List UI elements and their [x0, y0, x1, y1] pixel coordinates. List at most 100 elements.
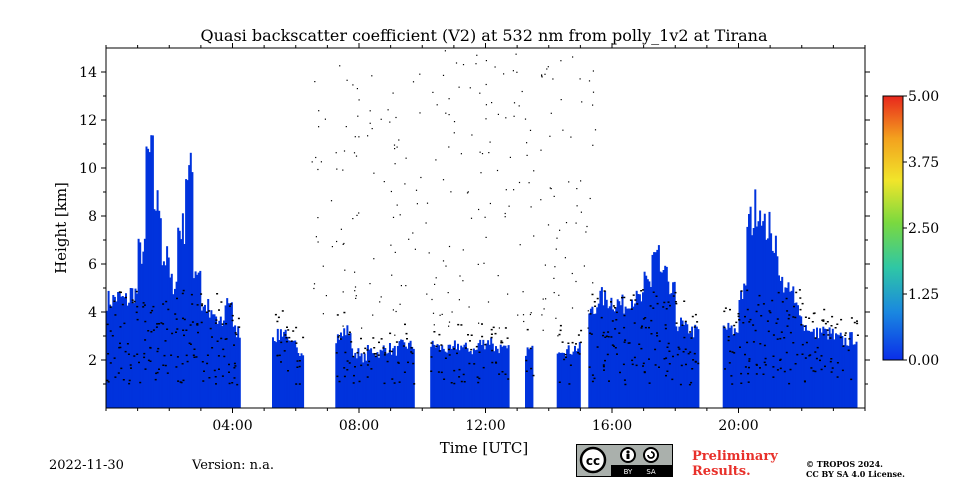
signal-column — [776, 256, 779, 408]
noise-speck — [386, 360, 389, 363]
noise-speck — [236, 383, 239, 386]
noise-speck — [831, 315, 834, 318]
noise-speck — [107, 381, 110, 383]
noise-speck — [781, 301, 784, 303]
signal-column — [341, 336, 344, 408]
signal-column — [226, 298, 229, 408]
signal-column — [626, 308, 629, 408]
noise-speck — [366, 376, 369, 378]
noise-speck — [478, 208, 480, 211]
signal-column — [164, 265, 167, 408]
noise-speck — [560, 99, 562, 101]
noise-speck — [202, 380, 205, 382]
noise-speck — [827, 334, 830, 336]
noise-speck — [117, 372, 120, 374]
signal-column — [665, 266, 668, 408]
signal-column — [354, 352, 357, 408]
noise-speck — [339, 65, 341, 67]
noise-speck — [483, 262, 485, 264]
noise-speck — [504, 373, 507, 375]
noise-speck — [526, 328, 529, 331]
noise-speck — [181, 292, 184, 295]
signal-column — [434, 347, 437, 408]
noise-speck — [675, 322, 678, 324]
noise-speck — [723, 310, 726, 313]
noise-speck — [506, 337, 509, 339]
noise-speck — [547, 224, 550, 226]
noise-speck — [571, 307, 574, 309]
signal-column — [287, 340, 290, 408]
signal-column — [687, 333, 690, 408]
noise-speck — [348, 331, 351, 333]
signal-column — [804, 325, 807, 408]
noise-speck — [772, 334, 775, 336]
noise-speck — [162, 303, 165, 305]
colorbar-tick-label: 1.25 — [908, 287, 939, 303]
noise-speck — [122, 379, 125, 381]
signal-column — [569, 353, 572, 408]
signal-column — [763, 213, 766, 408]
signal-column — [224, 305, 227, 408]
noise-speck — [644, 326, 647, 329]
signal-column — [653, 252, 656, 408]
noise-speck — [150, 331, 153, 333]
noise-speck — [640, 327, 643, 329]
noise-speck — [434, 283, 436, 285]
signal-column — [360, 353, 363, 408]
signal-column — [166, 246, 169, 408]
signal-column — [218, 320, 221, 408]
signal-column — [126, 305, 129, 408]
noise-speck — [842, 345, 845, 347]
noise-speck — [568, 383, 571, 385]
noise-speck — [518, 181, 521, 184]
signal-column — [823, 328, 826, 408]
noise-speck — [368, 360, 371, 363]
noise-speck — [655, 295, 658, 297]
noise-speck — [370, 368, 373, 370]
noise-speck — [278, 354, 281, 357]
noise-speck — [453, 132, 455, 134]
signal-column — [790, 290, 793, 408]
noise-speck — [498, 373, 501, 375]
noise-speck — [744, 366, 747, 368]
y-tick-label: 12 — [79, 113, 97, 129]
signal-column — [827, 339, 830, 408]
noise-speck — [589, 313, 592, 315]
noise-speck — [296, 360, 299, 362]
signal-column — [526, 347, 529, 408]
cc-by-label: BY — [624, 468, 633, 476]
noise-speck — [504, 212, 506, 215]
noise-speck — [298, 365, 301, 368]
noise-speck — [619, 371, 621, 374]
noise-speck — [491, 102, 493, 104]
signal-column — [506, 348, 509, 408]
noise-speck — [182, 329, 185, 331]
noise-speck — [752, 324, 755, 326]
noise-speck — [631, 359, 634, 362]
signal-column — [396, 346, 399, 408]
noise-speck — [747, 381, 750, 383]
noise-speck — [680, 364, 683, 367]
signal-column — [340, 332, 342, 408]
noise-speck — [820, 368, 823, 371]
signal-column — [215, 316, 218, 408]
noise-speck — [801, 302, 804, 305]
noise-speck — [521, 90, 523, 93]
signal-column — [830, 333, 833, 408]
noise-speck — [579, 78, 581, 80]
noise-speck — [436, 104, 438, 106]
copyright-line-1: © TROPOS 2024. — [806, 459, 883, 469]
signal-column — [216, 323, 219, 408]
noise-speck — [130, 367, 132, 369]
noise-speck — [221, 375, 224, 377]
preliminary-line-2: Results. — [692, 464, 751, 479]
noise-speck — [280, 361, 282, 363]
noise-speck — [129, 364, 132, 366]
noise-speck — [295, 326, 298, 329]
noise-speck — [821, 319, 824, 322]
noise-speck — [476, 54, 478, 56]
noise-speck — [371, 128, 373, 130]
noise-speck — [479, 151, 481, 153]
noise-speck — [530, 367, 533, 370]
y-tick-label: 8 — [88, 209, 97, 225]
